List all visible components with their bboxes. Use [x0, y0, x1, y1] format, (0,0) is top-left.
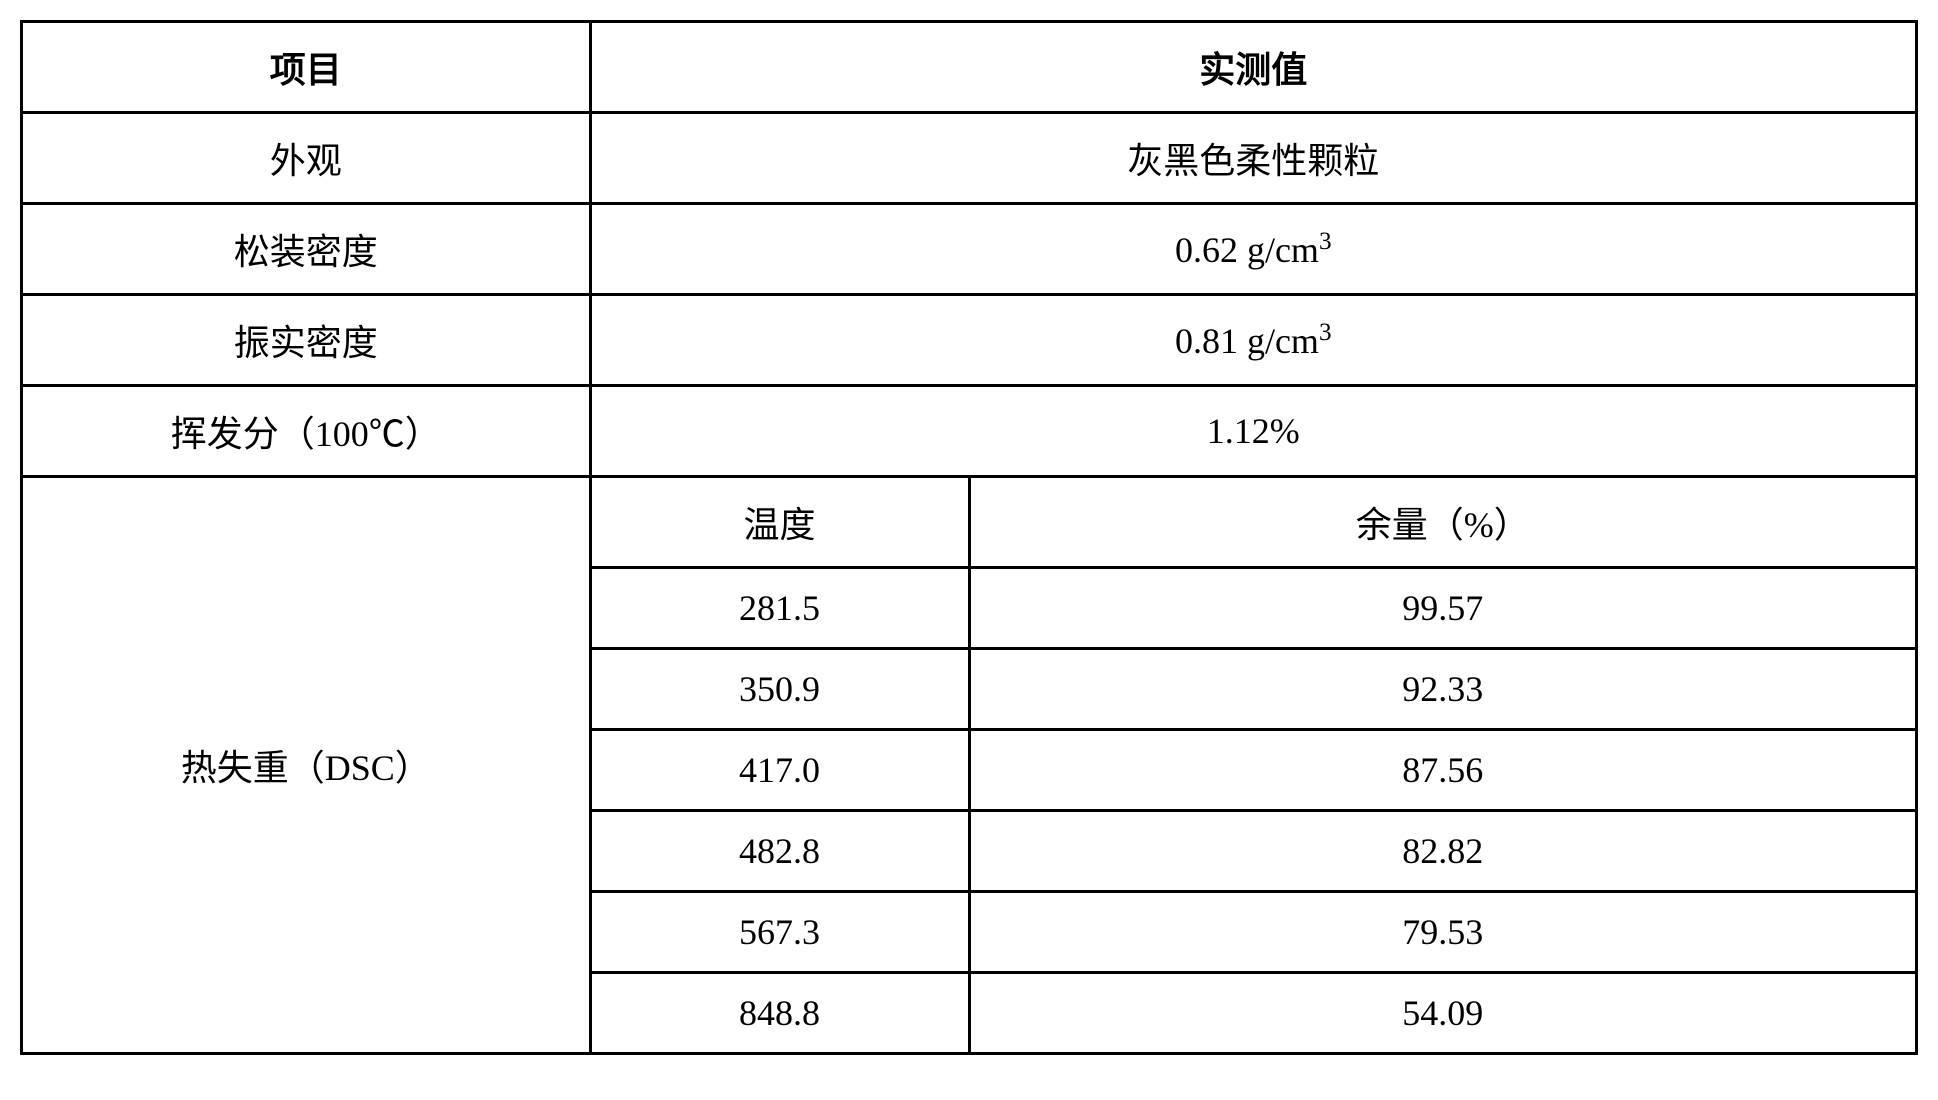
- dsc-header-temp: 温度: [590, 477, 969, 568]
- table-row: 挥发分（100℃） 1.12%: [22, 386, 1917, 477]
- table-row: 松装密度 0.62 g/cm3: [22, 204, 1917, 295]
- dsc-temp: 482.8: [590, 811, 969, 892]
- data-table: 项目 实测值 外观 灰黑色柔性颗粒 松装密度 0.62 g/cm3 振实密度 0…: [20, 20, 1918, 1055]
- dsc-header-remain: 余量（%）: [969, 477, 1917, 568]
- table-header-row: 项目 实测值: [22, 22, 1917, 113]
- cell-value: 0.62 g/cm3: [590, 204, 1917, 295]
- table-row: 振实密度 0.81 g/cm3: [22, 295, 1917, 386]
- cell-value: 0.81 g/cm3: [590, 295, 1917, 386]
- dsc-remain: 82.82: [969, 811, 1917, 892]
- dsc-temp: 567.3: [590, 892, 969, 973]
- dsc-remain: 99.57: [969, 568, 1917, 649]
- cell-item: 挥发分（100℃）: [22, 386, 591, 477]
- dsc-remain: 54.09: [969, 973, 1917, 1054]
- header-item: 项目: [22, 22, 591, 113]
- material-properties-table: 项目 实测值 外观 灰黑色柔性颗粒 松装密度 0.62 g/cm3 振实密度 0…: [20, 20, 1918, 1055]
- cell-value: 灰黑色柔性颗粒: [590, 113, 1917, 204]
- dsc-remain: 79.53: [969, 892, 1917, 973]
- header-value: 实测值: [590, 22, 1917, 113]
- dsc-temp: 281.5: [590, 568, 969, 649]
- table-row: 外观 灰黑色柔性颗粒: [22, 113, 1917, 204]
- dsc-remain: 87.56: [969, 730, 1917, 811]
- cell-item: 外观: [22, 113, 591, 204]
- cell-item-dsc: 热失重（DSC）: [22, 477, 591, 1054]
- cell-item: 松装密度: [22, 204, 591, 295]
- dsc-temp: 417.0: [590, 730, 969, 811]
- dsc-temp: 848.8: [590, 973, 969, 1054]
- dsc-subheader-row: 热失重（DSC） 温度 余量（%）: [22, 477, 1917, 568]
- dsc-remain: 92.33: [969, 649, 1917, 730]
- cell-value: 1.12%: [590, 386, 1917, 477]
- cell-item: 振实密度: [22, 295, 591, 386]
- dsc-temp: 350.9: [590, 649, 969, 730]
